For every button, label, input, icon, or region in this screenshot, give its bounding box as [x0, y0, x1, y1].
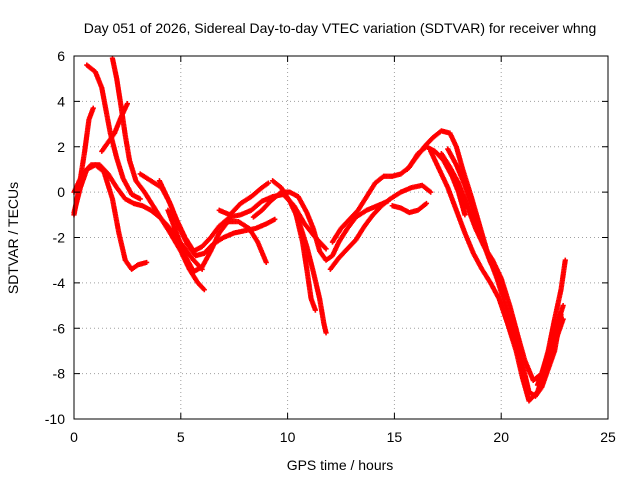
data-point	[312, 307, 318, 313]
data-point	[502, 293, 509, 300]
data-point	[462, 212, 468, 218]
x-axis-label: GPS time / hours	[287, 457, 394, 473]
series-track-20	[445, 146, 509, 300]
y-tick-label: -4	[53, 275, 66, 291]
data-point	[124, 101, 130, 107]
y-tick-label: 2	[57, 139, 65, 155]
y-tick-label: -2	[53, 230, 66, 246]
plot-frame	[73, 55, 609, 420]
data-point	[423, 200, 430, 207]
x-tick-label: 15	[387, 429, 403, 445]
x-tick-label: 10	[280, 429, 296, 445]
x-tick-label: 25	[600, 429, 616, 445]
series-track-13	[293, 212, 318, 313]
series-track-14	[327, 182, 434, 272]
data-point	[323, 330, 329, 336]
series-track-2	[71, 105, 96, 218]
data-point	[144, 259, 150, 266]
series-track-17	[404, 128, 564, 399]
data-point	[562, 257, 568, 263]
data-point	[201, 287, 207, 293]
x-tick-label: 0	[70, 429, 78, 445]
series-track-15	[329, 144, 468, 245]
series-track-9	[165, 207, 269, 275]
y-tick-label: -10	[45, 411, 65, 427]
x-tick-label: 5	[177, 429, 185, 445]
data-point	[90, 105, 96, 111]
data-point	[560, 302, 566, 309]
data-point	[272, 216, 278, 222]
data-point	[263, 259, 269, 266]
y-axis-label: SDTVAR / TECUs	[5, 182, 21, 294]
data-point	[265, 180, 271, 186]
series-track-16	[389, 200, 430, 216]
y-tick-label: 0	[57, 184, 65, 200]
x-tick-label: 20	[493, 429, 509, 445]
chart-title: Day 051 of 2026, Sidereal Day-to-day VTE…	[84, 20, 597, 36]
series-track-11	[250, 189, 391, 263]
series-track-10	[216, 180, 271, 218]
data-point	[428, 189, 434, 195]
y-tick-label: -8	[53, 366, 66, 382]
plot-area	[71, 55, 568, 404]
data-point	[137, 196, 143, 202]
axes: 0 5 10 15 20 25 -10 -8 -6 -4 -2 0 2 4 6	[45, 48, 616, 445]
y-tick-label: 6	[57, 48, 65, 64]
y-tick-label: 4	[57, 93, 65, 109]
y-tick-label: -6	[53, 320, 66, 336]
data-point	[323, 246, 329, 252]
series-track-21	[534, 302, 566, 388]
series-track-3	[84, 62, 143, 202]
